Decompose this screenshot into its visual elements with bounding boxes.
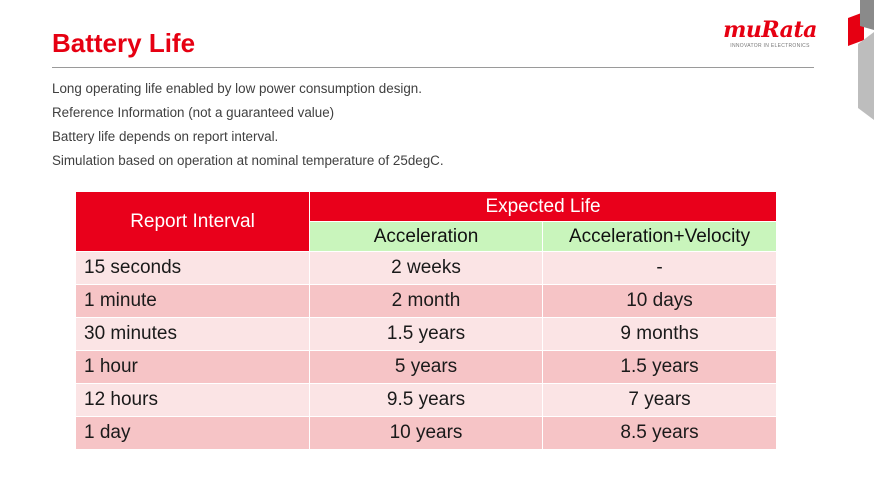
cell-interval: 15 seconds bbox=[75, 251, 310, 285]
corner-decoration-icon bbox=[848, 0, 874, 120]
cell-interval: 1 minute bbox=[75, 284, 310, 318]
table-row: 1 minute 2 month 10 days bbox=[75, 284, 778, 318]
cell-acceleration: 10 years bbox=[309, 416, 543, 450]
header-acceleration-velocity: Acceleration+Velocity bbox=[541, 221, 778, 252]
cell-acceleration-velocity: 7 years bbox=[541, 383, 778, 417]
intro-line: Reference Information (not a guaranteed … bbox=[52, 105, 335, 120]
intro-text: Long operating life enabled by low power… bbox=[52, 81, 752, 177]
cell-interval: 30 minutes bbox=[75, 317, 310, 351]
cell-acceleration: 2 month bbox=[309, 284, 543, 318]
table-row: 1 day 10 years 8.5 years bbox=[75, 416, 778, 450]
logo-wordmark: muRata bbox=[723, 17, 817, 43]
header-report-interval: Report Interval bbox=[75, 191, 310, 252]
cell-acceleration-velocity: 1.5 years bbox=[541, 350, 778, 384]
title-divider bbox=[52, 67, 814, 68]
murata-logo: muRata INNOVATOR IN ELECTRONICS bbox=[722, 18, 818, 54]
cell-acceleration-velocity: 8.5 years bbox=[541, 416, 778, 450]
header-expected-life: Expected Life bbox=[308, 191, 778, 222]
logo-tagline: INNOVATOR IN ELECTRONICS bbox=[730, 43, 810, 49]
cell-acceleration: 1.5 years bbox=[309, 317, 543, 351]
intro-line: Simulation based on operation at nominal… bbox=[52, 153, 444, 168]
table-row: 1 hour 5 years 1.5 years bbox=[75, 350, 778, 384]
cell-acceleration: 2 weeks bbox=[309, 251, 543, 285]
cell-acceleration-velocity: - bbox=[541, 251, 778, 285]
intro-line: Battery life depends on report interval. bbox=[52, 129, 279, 144]
header-acceleration: Acceleration bbox=[309, 221, 543, 252]
intro-line: Long operating life enabled by low power… bbox=[52, 81, 422, 96]
page-title: Battery Life bbox=[52, 28, 196, 58]
table-row: 15 seconds 2 weeks - bbox=[75, 251, 778, 285]
cell-acceleration-velocity: 10 days bbox=[541, 284, 778, 318]
cell-acceleration: 5 years bbox=[309, 350, 543, 384]
cell-acceleration: 9.5 years bbox=[309, 383, 543, 417]
table-row: 30 minutes 1.5 years 9 months bbox=[75, 317, 778, 351]
table-row: 12 hours 9.5 years 7 years bbox=[75, 383, 778, 417]
battery-life-table: Report Interval Expected Life Accelerati… bbox=[75, 191, 778, 450]
cell-interval: 1 hour bbox=[75, 350, 310, 384]
cell-acceleration-velocity: 9 months bbox=[541, 317, 778, 351]
cell-interval: 12 hours bbox=[75, 383, 310, 417]
cell-interval: 1 day bbox=[75, 416, 310, 450]
